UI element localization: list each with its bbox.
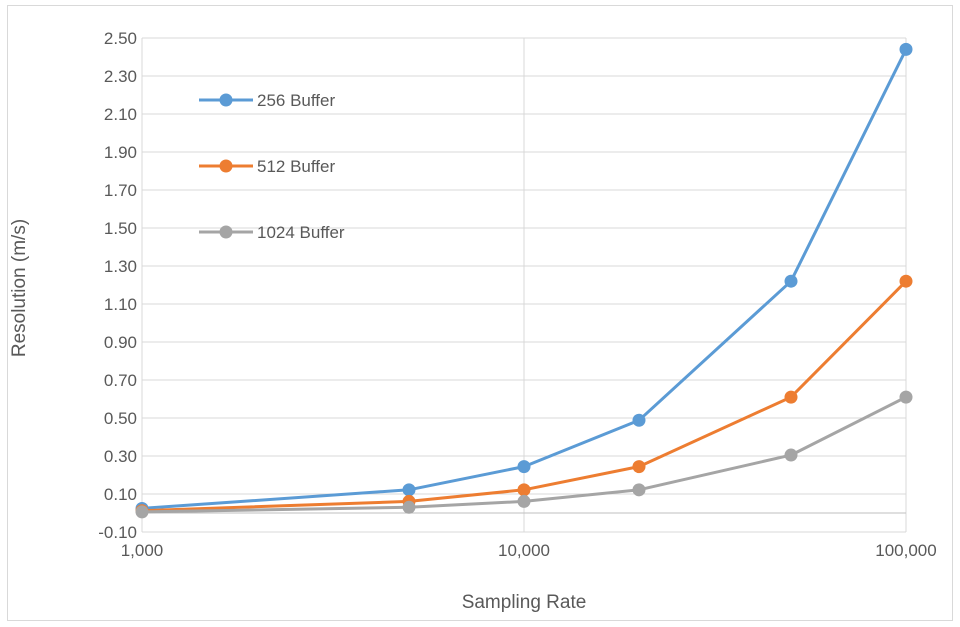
x-tick-label: 100,000 xyxy=(875,541,936,560)
legend-swatch-marker xyxy=(219,93,233,107)
y-tick-label: 1.30 xyxy=(104,257,137,276)
data-point xyxy=(899,42,913,56)
y-axis-title: Resolution (m/s) xyxy=(9,219,30,357)
series-line xyxy=(141,395,907,514)
y-tick-label: 0.30 xyxy=(104,447,137,466)
data-point xyxy=(784,390,798,404)
data-point xyxy=(517,494,531,508)
legend-label: 256 Buffer xyxy=(257,91,335,110)
y-tick-label: 0.90 xyxy=(104,333,137,352)
y-tick-label: 0.50 xyxy=(104,409,137,428)
data-point xyxy=(402,500,416,514)
legend-label: 512 Buffer xyxy=(257,157,335,176)
data-point xyxy=(402,483,416,497)
y-tick-label: 1.90 xyxy=(104,143,137,162)
data-point xyxy=(632,483,646,497)
data-point xyxy=(784,448,798,462)
y-tick-label: 2.30 xyxy=(104,67,137,86)
legend-swatch-marker xyxy=(219,159,233,173)
data-point xyxy=(135,505,149,519)
gridlines xyxy=(141,37,907,533)
x-tick-label: 1,000 xyxy=(121,541,164,560)
series-line xyxy=(141,48,908,510)
y-tick-label: 0.10 xyxy=(104,485,137,504)
legend-item: 256 Buffer xyxy=(199,91,335,110)
series-group xyxy=(135,42,913,519)
series-512-buffer xyxy=(135,274,913,518)
x-tick-label: 10,000 xyxy=(498,541,550,560)
series-1024-buffer xyxy=(135,390,913,519)
legend-item: 1024 Buffer xyxy=(199,223,345,242)
data-point xyxy=(899,274,913,288)
legend-label: 1024 Buffer xyxy=(257,223,345,242)
data-point xyxy=(784,274,798,288)
data-point xyxy=(632,460,646,474)
y-tick-label: 1.50 xyxy=(104,219,137,238)
y-tick-label: -0.10 xyxy=(98,523,137,542)
legend-item: 512 Buffer xyxy=(199,157,335,176)
series-line xyxy=(141,280,908,513)
legend: 256 Buffer 512 Buffer 1024 Buffer xyxy=(199,91,345,242)
legend-swatch-marker xyxy=(219,225,233,239)
y-tick-label: 2.50 xyxy=(104,29,137,48)
y-tick-label: 2.10 xyxy=(104,105,137,124)
data-point xyxy=(517,483,531,497)
data-point xyxy=(899,390,913,404)
y-tick-label: 0.70 xyxy=(104,371,137,390)
chart-frame xyxy=(7,5,953,621)
x-axis-title: Sampling Rate xyxy=(462,592,587,613)
data-point xyxy=(517,460,531,474)
axes: -0.10 0.10 0.30 0.50 0.70 0.90 1.10 1.30 1.50 1.7… xyxy=(98,29,936,560)
y-tick-label: 1.70 xyxy=(104,181,137,200)
data-point xyxy=(632,413,646,427)
y-tick-label: 1.10 xyxy=(104,295,137,314)
